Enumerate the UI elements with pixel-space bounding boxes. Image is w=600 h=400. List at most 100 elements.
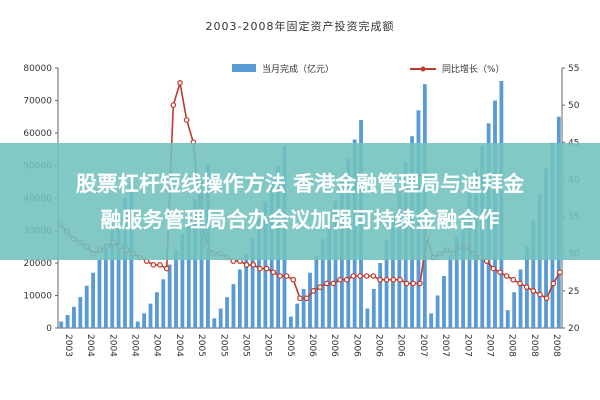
x-tick-label: 2005 [218,334,228,357]
x-tick-label: 2007 [440,334,450,357]
bar [505,310,510,328]
bar [371,289,376,328]
x-tick-label: 2007 [484,334,494,357]
line-point [177,80,183,86]
bar [123,198,127,328]
x-tick-label: 2005 [240,334,250,357]
bar [110,230,115,328]
right-tick-label: 20 [568,324,580,334]
bar [218,308,223,328]
line-point [363,273,370,279]
bar [154,292,159,328]
x-tick-label: 2006 [329,334,339,357]
bar [225,297,229,328]
line-point [350,273,357,279]
bar [186,217,191,328]
x-tick-label: 2007 [418,334,428,357]
line-point [397,276,403,283]
line-point [250,262,257,268]
line-point [517,280,523,287]
bar [288,316,293,328]
bar [448,256,453,328]
bar [231,284,236,328]
bar [537,194,542,328]
bar [314,256,319,328]
line-point [383,276,390,283]
bar [308,272,312,328]
bar [72,306,76,328]
bar [531,220,536,328]
line-point [277,273,283,279]
line-point [323,280,330,287]
x-tick-label: 2005 [196,334,206,357]
line-point [283,273,290,279]
x-tick-label: 2003 [63,334,73,357]
x-axis-ticks: 2003 2004 2004 2004 2004 2004 2005 2005 2005 2005… [63,334,561,357]
bar [263,201,268,328]
bar [365,308,370,328]
line-point [257,265,263,272]
bar [103,246,108,328]
banner-line-1: 股票杠杆短线操作方法 香港金融管理局与迪拜金 [75,171,525,196]
bar [167,264,172,328]
bar [78,297,83,328]
line-point [403,280,410,287]
bar [65,315,70,328]
bar [435,295,440,328]
line-point [310,288,317,294]
bar [59,321,64,328]
line-point [410,280,417,287]
line-point [163,265,170,272]
line-point [537,291,543,298]
bar [91,272,96,328]
overlay-banner: 股票杠杆短线操作方法 香港金融管理局与迪拜金 融服务管理局合办会议加强可持续金融… [0,143,600,260]
x-tick-label: 2004 [107,334,117,357]
line-point [523,284,530,290]
bar [237,269,242,328]
legend-line-label: 同比增长（%） [442,63,505,75]
x-tick-label: 2007 [462,334,472,357]
line-point [150,262,157,268]
bar [148,303,153,328]
x-tick-label: 2008 [529,334,539,357]
bar [378,263,383,328]
bar [518,269,523,328]
line-point [530,288,537,294]
line-point [297,295,303,302]
legend-bar-swatch [232,64,256,72]
x-tick-label: 2008 [551,334,561,357]
line-point [370,273,377,279]
line-point [343,276,350,283]
line-point [290,276,297,283]
right-tick-label: 50 [568,101,580,111]
bar [257,219,261,328]
x-tick-label: 2004 [130,334,140,357]
bar [461,214,466,328]
line-point [270,269,277,276]
bar [384,240,389,328]
left-tick-label: 60000 [23,129,52,139]
line-point [317,284,323,290]
line-point [330,280,337,287]
bar [161,279,166,328]
left-tick-label: 0 [46,324,52,334]
bar [320,238,325,328]
x-tick-label: 2006 [351,334,361,357]
bar [174,250,178,328]
bar [454,237,459,328]
x-tick-label: 2004 [85,334,95,357]
bar [429,313,434,328]
left-tick-label: 70000 [23,97,52,107]
left-tick-label: 10000 [23,292,52,302]
bar [512,292,517,328]
line-point [170,102,177,108]
line-point [390,276,397,283]
line-point [550,280,557,287]
line-point [510,276,517,283]
x-tick-label: 2004 [152,334,162,357]
banner-line-2: 融服务管理局合办会议加强可持续金融合作 [100,207,500,232]
bar [193,199,198,328]
left-tick-label: 20000 [23,259,52,269]
bar [116,214,121,328]
line-point [503,273,510,279]
